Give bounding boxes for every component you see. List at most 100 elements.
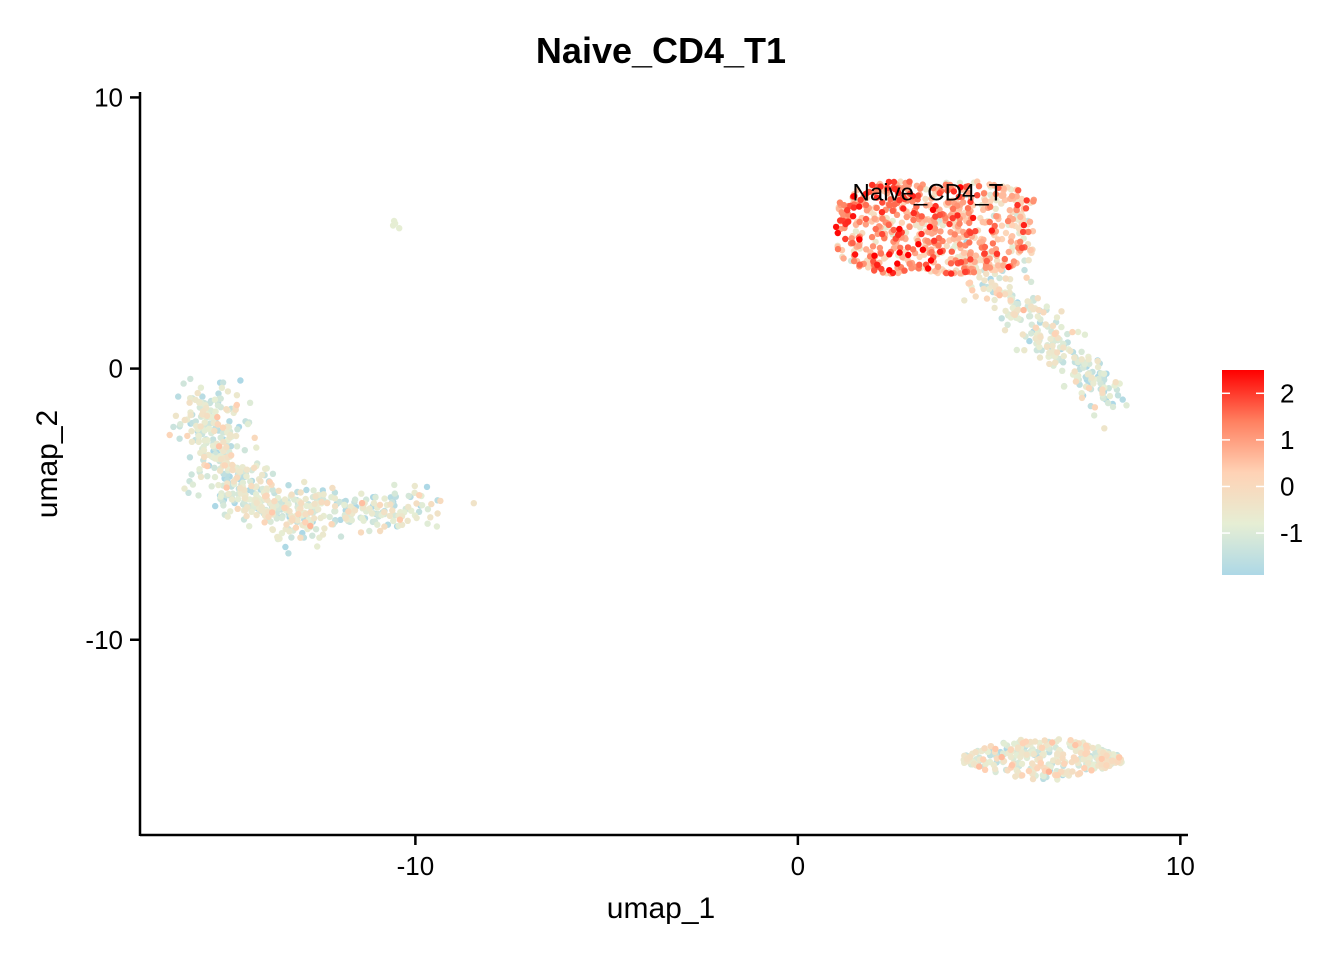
data-point [241, 507, 249, 514]
data-point [976, 274, 983, 281]
data-point [1008, 192, 1016, 200]
x-tick-label: 0 [791, 851, 805, 881]
data-point [1088, 374, 1096, 381]
data-point [918, 230, 925, 238]
data-point [998, 222, 1006, 229]
data-point [834, 229, 841, 237]
data-point [197, 384, 205, 391]
data-point [873, 204, 880, 212]
data-point [868, 233, 876, 241]
data-point [1002, 307, 1009, 315]
data-point [1043, 343, 1051, 350]
data-point [175, 393, 182, 400]
data-point [396, 225, 403, 232]
data-point [206, 425, 213, 432]
data-point [1045, 768, 1053, 775]
data-point [197, 473, 205, 480]
legend-tick-label: -1 [1280, 518, 1303, 548]
data-point [215, 481, 222, 489]
data-point [1055, 736, 1063, 743]
data-point [1006, 207, 1013, 214]
data-point [972, 228, 979, 235]
data-point [172, 412, 180, 419]
data-point [874, 230, 881, 238]
data-point [370, 499, 378, 507]
data-point [312, 493, 319, 500]
data-point [1072, 378, 1080, 385]
y-ticks: 10 0 -10 [85, 82, 140, 655]
data-point [1054, 771, 1061, 779]
data-point [1085, 384, 1093, 392]
data-point [233, 443, 241, 450]
data-point [336, 498, 343, 506]
data-point [229, 461, 236, 469]
legend-ticks: 2 1 0 -1 [1222, 378, 1303, 548]
data-point [961, 297, 968, 304]
data-point [877, 183, 884, 190]
data-point [214, 402, 222, 409]
data-point [910, 216, 917, 224]
data-point [415, 508, 423, 515]
data-point [903, 213, 910, 221]
data-point [849, 239, 856, 247]
data-point [203, 412, 211, 420]
data-point [381, 523, 388, 530]
data-point [917, 185, 924, 192]
data-point [878, 209, 886, 216]
data-point [1054, 750, 1061, 757]
data-point [234, 426, 241, 433]
data-point [337, 533, 345, 540]
data-point [1037, 333, 1044, 341]
data-point [278, 530, 286, 537]
data-point [201, 419, 208, 426]
data-point [1019, 740, 1027, 747]
data-point [404, 517, 411, 524]
data-point [929, 206, 937, 213]
data-point [189, 481, 197, 488]
data-point [181, 416, 188, 424]
data-point [836, 199, 844, 206]
data-point [1078, 348, 1085, 355]
data-point [192, 418, 199, 425]
data-point [391, 481, 398, 489]
data-point [981, 277, 988, 284]
data-point [1091, 404, 1099, 411]
data-point [1004, 217, 1012, 225]
data-point [851, 251, 859, 258]
data-point [981, 766, 989, 773]
data-point [969, 287, 976, 294]
data-point [1078, 356, 1085, 363]
data-point [223, 406, 230, 413]
data-point [1015, 187, 1022, 194]
data-point [1085, 759, 1092, 767]
data-point [274, 533, 281, 541]
y-tick-label: 0 [109, 354, 123, 384]
data-point [319, 531, 327, 538]
data-point [1018, 749, 1025, 756]
data-point [885, 221, 892, 228]
data-point [856, 261, 863, 268]
data-point [437, 497, 444, 505]
data-point [1071, 354, 1078, 361]
data-point [916, 261, 923, 268]
chart-title: Naive_CD4_T1 [536, 30, 786, 71]
data-point [956, 241, 964, 248]
data-point [337, 516, 344, 523]
data-point [855, 242, 863, 249]
data-point [849, 213, 857, 220]
data-point [413, 500, 420, 507]
data-point [996, 292, 1003, 299]
data-point [992, 190, 999, 198]
data-point [957, 184, 964, 191]
data-point [413, 514, 420, 522]
data-point [248, 482, 255, 490]
data-point [1058, 308, 1065, 315]
data-point [974, 192, 981, 199]
data-point [351, 496, 359, 503]
data-point [863, 246, 870, 253]
data-point [1017, 213, 1024, 221]
data-point [1103, 752, 1110, 759]
data-point [1114, 392, 1122, 399]
data-point [220, 439, 227, 446]
data-point [310, 515, 318, 522]
